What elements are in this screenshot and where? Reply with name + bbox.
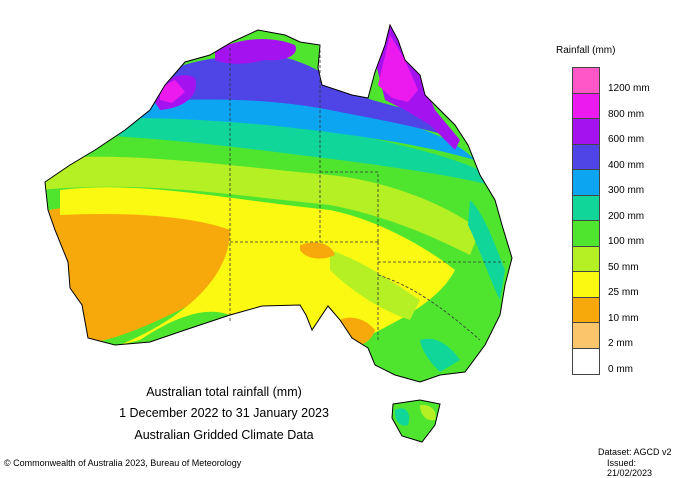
legend-swatch xyxy=(573,323,599,349)
legend-label: 100 mm xyxy=(608,236,645,247)
map-source-line: Australian Gridded Climate Data xyxy=(134,428,314,442)
dataset-label: Dataset: AGCD v2 xyxy=(598,447,672,457)
legend-label: 0 mm xyxy=(608,363,633,375)
legend-swatch xyxy=(573,246,599,272)
legend-label: 800 mm xyxy=(608,108,645,120)
legend-label: 25 mm xyxy=(608,287,639,298)
legend-swatch xyxy=(573,93,599,119)
map-period: 1 December 2022 to 31 January 2023 xyxy=(119,406,329,420)
legend-swatch xyxy=(573,195,599,221)
legend-swatch xyxy=(573,272,599,298)
map-title: Australian total rainfall (mm) xyxy=(146,385,302,399)
copyright-text: © Commonwealth of Australia 2023, Bureau… xyxy=(4,458,242,468)
issued-date: Issued: 21/02/2023 xyxy=(607,458,653,478)
state-borders xyxy=(229,45,505,341)
legend-swatch xyxy=(573,221,599,247)
legend-labels: 1200 mm 800 mm 600 mm 400 mm 300 mm 200 mm 100… xyxy=(608,83,650,389)
rainfall-map xyxy=(44,24,513,443)
legend-swatch xyxy=(573,68,599,94)
legend-swatch xyxy=(573,119,599,145)
legend-label: 600 mm xyxy=(608,134,645,145)
legend-label: 300 mm xyxy=(608,185,645,196)
legend-label: 400 mm xyxy=(608,159,645,171)
legend-swatch xyxy=(573,297,599,323)
legend-swatches xyxy=(572,67,600,375)
legend-swatch xyxy=(573,170,599,196)
legend-label: 1200 mm xyxy=(608,83,650,94)
legend-label: 200 mm xyxy=(608,210,645,222)
legend-label: 2 mm xyxy=(608,338,633,349)
legend-label: 10 mm xyxy=(608,312,639,324)
legend-label: 50 mm xyxy=(608,261,639,273)
legend-title: Rainfall (mm) xyxy=(556,45,616,56)
legend-swatch xyxy=(573,348,599,374)
legend-swatch xyxy=(573,144,599,170)
